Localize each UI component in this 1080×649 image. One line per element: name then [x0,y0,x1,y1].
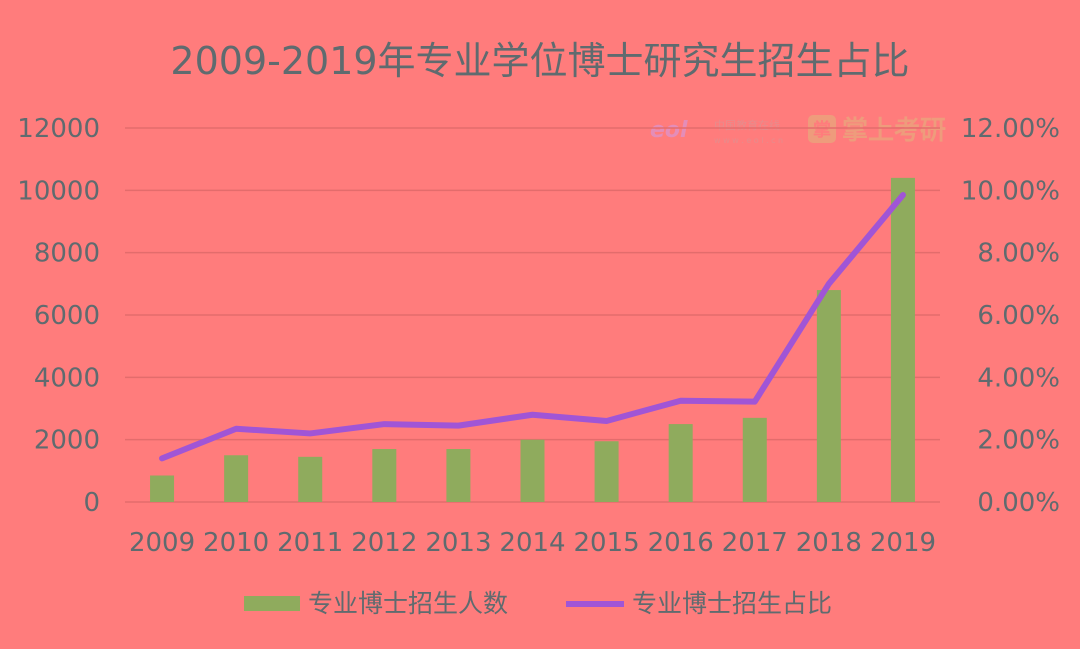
right-tick-label: 10.00% [961,176,1060,206]
x-tick-label: 2011 [277,528,343,558]
x-tick-label: 2010 [203,528,269,558]
bar-2011 [298,456,323,502]
right-tick-label: 2.00% [977,426,1060,456]
brand-icon-box [808,115,836,143]
x-tick-label: 2015 [574,528,640,558]
x-tick-label: 2016 [648,528,714,558]
right-tick-label: 8.00% [977,239,1060,269]
line-专业博士招生占比 [159,192,906,462]
x-tick-label: 2017 [722,528,788,558]
eol-text: 中国教育在线 [714,118,780,132]
bar-2017 [742,417,767,502]
bar-series [150,177,915,502]
right-axis-ticks: 0.00% 2.00% 4.00% 6.00% 8.00% 10.00% 12.00% [961,114,1060,518]
x-tick-label: 2012 [351,528,417,558]
right-tick-label: 4.00% [977,363,1060,393]
left-tick-label: 4000 [34,363,100,393]
bar-2019 [890,177,915,502]
left-tick-label: 2000 [34,426,100,456]
brand-icon: 掌 [813,119,831,141]
left-axis-ticks: 0 2000 4000 6000 8000 10000 12000 [17,114,100,518]
bar-2012 [372,449,397,502]
legend-label-line: 专业博士招生占比 [632,589,832,618]
x-tick-label: 2009 [129,528,195,558]
bar-2018 [816,290,841,502]
brand-text: 掌上考研 [842,116,946,146]
bar-2010 [224,455,249,502]
left-tick-label: 10000 [17,176,100,206]
bar-2014 [520,439,545,502]
x-tick-label: 2018 [796,528,862,558]
x-tick-label: 2013 [425,528,491,558]
right-tick-label: 0.00% [977,488,1060,518]
legend: 专业博士招生人数 专业博士招生占比 [244,589,832,618]
eol-logo: eol [650,118,688,143]
x-axis-ticks: 2009 2010 2011 2012 2013 2014 2015 2016 2017 2018… [129,528,936,558]
chart-title: 2009-2019年专业学位博士研究生招生占比 [170,39,909,83]
legend-label-bar: 专业博士招生人数 [308,589,508,618]
bar-2013 [446,449,471,502]
left-tick-label: 0 [83,488,100,518]
x-tick-label: 2019 [870,528,936,558]
bar-2009 [150,475,175,502]
legend-swatch-bar [244,596,300,611]
left-tick-label: 8000 [34,239,100,269]
right-tick-label: 6.00% [977,301,1060,331]
bar-2015 [594,441,619,502]
bar-2016 [668,424,693,502]
x-tick-label: 2014 [499,528,565,558]
watermark: eol 中国教育在线 w w w . e o l . c n 掌 掌上考研 [650,115,946,146]
left-tick-label: 6000 [34,301,100,331]
eol-url: w w w . e o l . c n [714,136,783,145]
line-series [159,192,906,462]
left-tick-label: 12000 [17,114,100,144]
right-tick-label: 12.00% [961,114,1060,144]
